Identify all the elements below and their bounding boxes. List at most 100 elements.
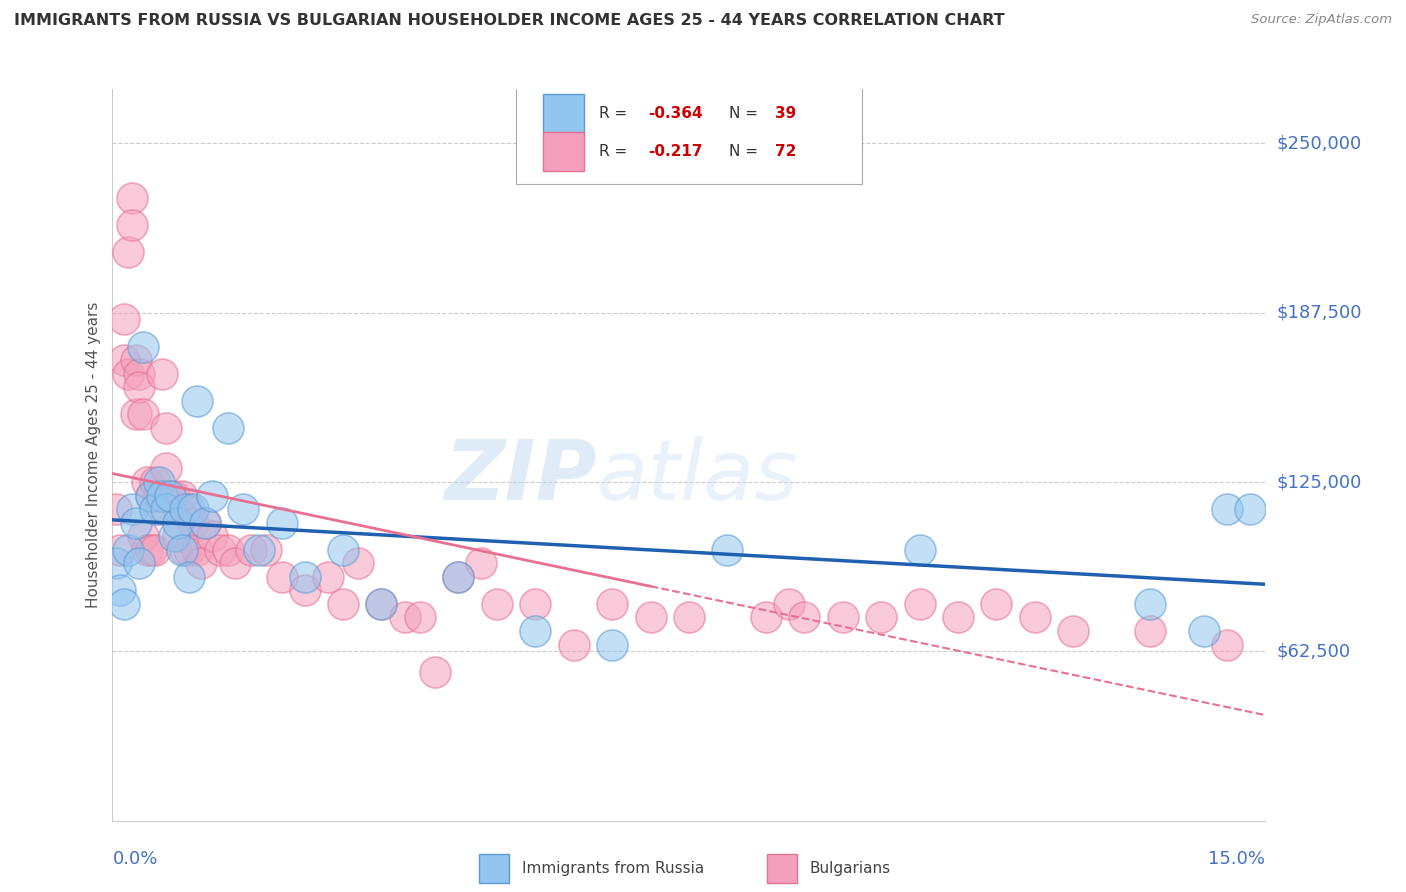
Point: [117, 244, 139, 259]
Point: [394, 610, 416, 624]
Text: atlas: atlas: [596, 436, 799, 517]
Text: $62,500: $62,500: [1277, 642, 1351, 660]
Point: [124, 516, 146, 530]
Point: [831, 610, 853, 624]
Point: [170, 542, 193, 557]
Point: [232, 502, 254, 516]
Point: [678, 610, 700, 624]
Point: [447, 570, 470, 584]
Point: [108, 583, 131, 598]
Point: [1216, 638, 1239, 652]
Point: [1239, 502, 1261, 516]
Point: [181, 516, 204, 530]
Point: [121, 502, 143, 516]
Point: [148, 475, 170, 489]
Point: [136, 475, 159, 489]
Text: -0.217: -0.217: [648, 144, 703, 159]
Point: [108, 542, 131, 557]
Point: [139, 489, 162, 503]
Point: [143, 502, 166, 516]
FancyBboxPatch shape: [768, 855, 797, 883]
Point: [112, 353, 135, 368]
Text: 0.0%: 0.0%: [112, 850, 157, 868]
Point: [1062, 624, 1084, 638]
Text: Source: ZipAtlas.com: Source: ZipAtlas.com: [1251, 13, 1392, 27]
Point: [163, 529, 186, 543]
Point: [143, 542, 166, 557]
Point: [143, 475, 166, 489]
Y-axis label: Householder Income Ages 25 - 44 years: Householder Income Ages 25 - 44 years: [86, 301, 101, 608]
Point: [716, 542, 738, 557]
Point: [270, 516, 292, 530]
Point: [159, 489, 181, 503]
FancyBboxPatch shape: [543, 94, 583, 133]
Point: [152, 367, 174, 381]
Point: [128, 367, 150, 381]
Text: ZIP: ZIP: [444, 436, 596, 517]
Point: [793, 610, 815, 624]
Text: -0.364: -0.364: [648, 106, 703, 120]
Point: [485, 597, 508, 611]
Point: [186, 542, 208, 557]
Point: [986, 597, 1008, 611]
Point: [600, 638, 623, 652]
Point: [908, 542, 931, 557]
Point: [1139, 597, 1161, 611]
Point: [174, 542, 197, 557]
FancyBboxPatch shape: [543, 132, 583, 171]
Point: [332, 542, 354, 557]
Text: Bulgarians: Bulgarians: [810, 861, 891, 876]
Text: N =: N =: [730, 144, 763, 159]
Point: [1216, 502, 1239, 516]
Text: $125,000: $125,000: [1277, 473, 1362, 491]
Point: [152, 489, 174, 503]
Point: [640, 610, 662, 624]
Point: [155, 502, 177, 516]
Point: [217, 421, 239, 435]
FancyBboxPatch shape: [516, 86, 862, 185]
Point: [166, 529, 188, 543]
Text: R =: R =: [599, 106, 633, 120]
Point: [409, 610, 432, 624]
Point: [201, 489, 224, 503]
Text: 72: 72: [776, 144, 797, 159]
Point: [166, 502, 188, 516]
Point: [316, 570, 339, 584]
Point: [163, 489, 186, 503]
Point: [148, 502, 170, 516]
Point: [117, 542, 139, 557]
Text: Immigrants from Russia: Immigrants from Russia: [522, 861, 704, 876]
Text: N =: N =: [730, 106, 763, 120]
Point: [194, 516, 217, 530]
Point: [870, 610, 893, 624]
Point: [128, 556, 150, 570]
Point: [1024, 610, 1046, 624]
Point: [294, 583, 316, 598]
Point: [124, 353, 146, 368]
Point: [166, 516, 188, 530]
Text: $250,000: $250,000: [1277, 135, 1362, 153]
Point: [181, 502, 204, 516]
Point: [1139, 624, 1161, 638]
Point: [159, 489, 181, 503]
Point: [139, 489, 162, 503]
Point: [332, 597, 354, 611]
Point: [447, 570, 470, 584]
Point: [155, 421, 177, 435]
Point: [1192, 624, 1215, 638]
Text: $187,500: $187,500: [1277, 303, 1362, 322]
Point: [778, 597, 800, 611]
Point: [174, 502, 197, 516]
Text: 39: 39: [776, 106, 797, 120]
Point: [294, 570, 316, 584]
Point: [946, 610, 969, 624]
Point: [155, 461, 177, 475]
Point: [148, 489, 170, 503]
Point: [190, 556, 212, 570]
Point: [117, 367, 139, 381]
Point: [370, 597, 392, 611]
Point: [908, 597, 931, 611]
FancyBboxPatch shape: [479, 855, 509, 883]
Point: [132, 407, 155, 421]
Point: [239, 542, 262, 557]
